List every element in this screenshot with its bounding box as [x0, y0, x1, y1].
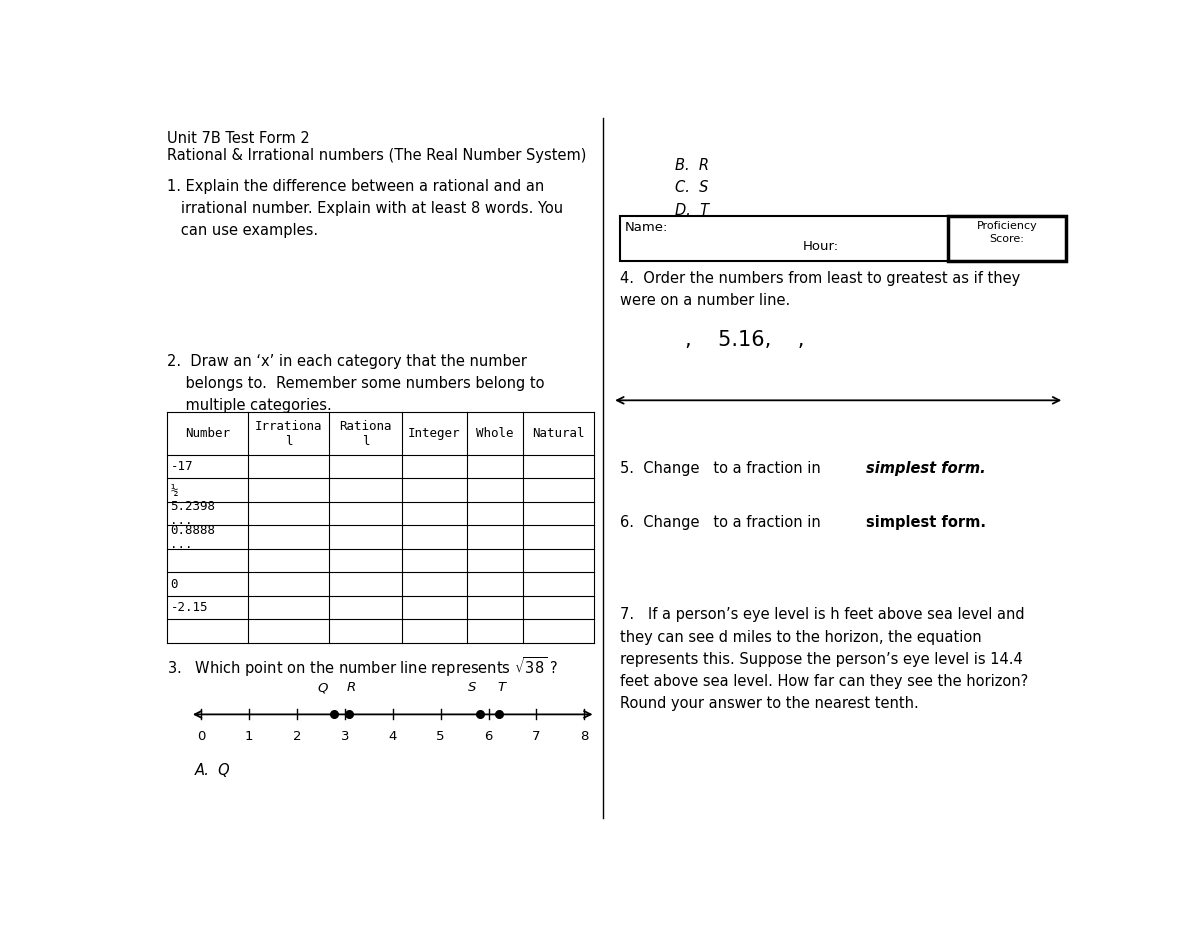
Text: 4: 4	[389, 730, 397, 743]
Text: A.  Q: A. Q	[194, 763, 230, 778]
Text: -2.15: -2.15	[170, 602, 208, 615]
Text: -17: -17	[170, 460, 193, 473]
Text: 5: 5	[437, 730, 445, 743]
Text: 3: 3	[341, 730, 349, 743]
Bar	[619, 216, 1066, 261]
Text: Q: Q	[318, 681, 329, 694]
Text: Number: Number	[185, 427, 230, 440]
Text: 8: 8	[580, 730, 588, 743]
Text: T: T	[498, 681, 506, 694]
Text: C.  S: C. S	[676, 181, 709, 196]
Text: 2.  Draw an ‘x’ in each category that the number
    belongs to.  Remember some : 2. Draw an ‘x’ in each category that the…	[167, 354, 545, 413]
Text: Rationa
l: Rationa l	[340, 420, 391, 448]
Bar	[948, 216, 1066, 261]
Text: ,    5.16,    ,: , 5.16, ,	[685, 330, 804, 349]
Text: 3.   Which point on the number line represents $\sqrt{38}$ ?: 3. Which point on the number line repres…	[167, 655, 558, 679]
Text: 1. Explain the difference between a rational and an
   irrational number. Explai: 1. Explain the difference between a rati…	[167, 179, 563, 238]
Text: Irrationa
l: Irrationa l	[254, 420, 323, 448]
Text: 7.   If a person’s eye level is h feet above sea level and
they can see d miles : 7. If a person’s eye level is h feet abo…	[619, 607, 1028, 711]
Text: 0: 0	[170, 578, 178, 590]
Text: Name:: Name:	[624, 222, 667, 235]
Text: 4.  Order the numbers from least to greatest as if they
were on a number line.: 4. Order the numbers from least to great…	[619, 271, 1020, 309]
Text: Unit 7B Test Form 2: Unit 7B Test Form 2	[167, 132, 310, 146]
Text: 1: 1	[245, 730, 253, 743]
Text: Whole: Whole	[476, 427, 514, 440]
Text: 5.2398
...: 5.2398 ...	[170, 501, 216, 527]
Text: Hour:: Hour:	[803, 239, 839, 252]
Text: ½: ½	[170, 484, 178, 497]
Text: simplest form.: simplest form.	[866, 461, 985, 476]
Text: 0: 0	[197, 730, 205, 743]
Text: Integer: Integer	[408, 427, 461, 440]
Text: simplest form.: simplest form.	[866, 514, 986, 529]
Text: 0.8888
...: 0.8888 ...	[170, 524, 216, 551]
Text: 7: 7	[532, 730, 541, 743]
Text: S: S	[468, 681, 476, 694]
Text: Proficiency
Score:: Proficiency Score:	[977, 222, 1037, 245]
Text: 6.  Change   to a fraction in: 6. Change to a fraction in	[619, 514, 829, 529]
Text: D.  T: D. T	[676, 203, 709, 219]
Text: 6: 6	[485, 730, 493, 743]
Text: 2: 2	[293, 730, 301, 743]
Text: B.  R: B. R	[676, 158, 709, 172]
Text: Rational & Irrational numbers (The Real Number System): Rational & Irrational numbers (The Real …	[167, 148, 586, 163]
Text: R: R	[347, 681, 356, 694]
Text: 5.  Change   to a fraction in: 5. Change to a fraction in	[619, 461, 829, 476]
Text: Natural: Natural	[533, 427, 584, 440]
